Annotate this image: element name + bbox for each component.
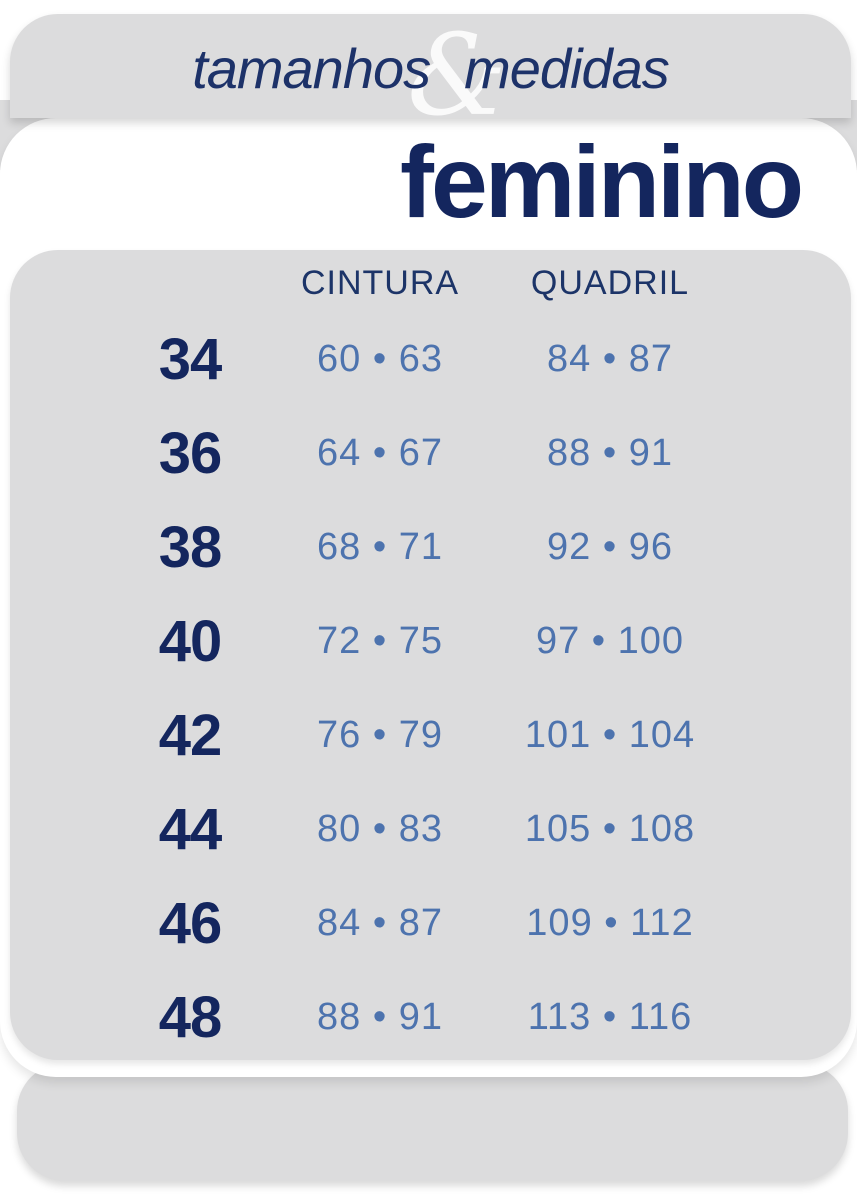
cintura-cell: 68 • 71 [317, 525, 443, 568]
quadril-cell: 84 • 87 [547, 337, 673, 380]
cintura-cell: 64 • 67 [317, 431, 443, 474]
quadril-cell: 97 • 100 [535, 619, 685, 662]
cintura-cell: 72 • 75 [317, 619, 443, 662]
column-header-quadril: QUADRIL [530, 263, 690, 302]
header-card: & tamanhos medidas [10, 14, 851, 132]
cintura-cell: 88 • 91 [317, 995, 443, 1038]
size-cell: 42 [158, 702, 223, 768]
ampersand-decoration: & [407, 11, 507, 141]
size-cell: 38 [158, 514, 223, 580]
quadril-cell: 88 • 91 [547, 431, 673, 474]
size-table-body: CINTURA QUADRIL 34 60 • 63 84 • 87 36 64… [10, 250, 851, 1060]
size-cell: 36 [158, 420, 223, 486]
column-header-cintura: CINTURA [300, 263, 460, 302]
header-title: & tamanhos medidas [10, 14, 851, 132]
cintura-cell: 80 • 83 [317, 807, 443, 850]
section-card: feminino CINTURA QUADRIL 34 60 • 63 84 •… [0, 118, 857, 1077]
header-title-left: tamanhos [192, 36, 431, 100]
size-cell: 46 [158, 890, 223, 956]
header-title-right: medidas [464, 36, 670, 100]
quadril-cell: 113 • 116 [527, 995, 693, 1038]
quadril-cell: 105 • 108 [524, 807, 696, 850]
quadril-cell: 101 • 104 [524, 713, 696, 756]
size-cell: 40 [158, 608, 223, 674]
size-cell: 48 [158, 984, 223, 1050]
size-cell: 34 [158, 326, 223, 392]
quadril-cell: 109 • 112 [526, 901, 694, 944]
section-title: feminino [400, 125, 804, 239]
size-table-card: CINTURA QUADRIL 34 60 • 63 84 • 87 36 64… [10, 250, 851, 1060]
quadril-cell: 92 • 96 [547, 525, 673, 568]
bottom-bar [17, 1063, 848, 1181]
cintura-cell: 84 • 87 [317, 901, 443, 944]
column-header-size [70, 254, 310, 312]
cintura-cell: 76 • 79 [317, 713, 443, 756]
size-cell: 44 [158, 796, 223, 862]
cintura-cell: 60 • 63 [317, 337, 443, 380]
